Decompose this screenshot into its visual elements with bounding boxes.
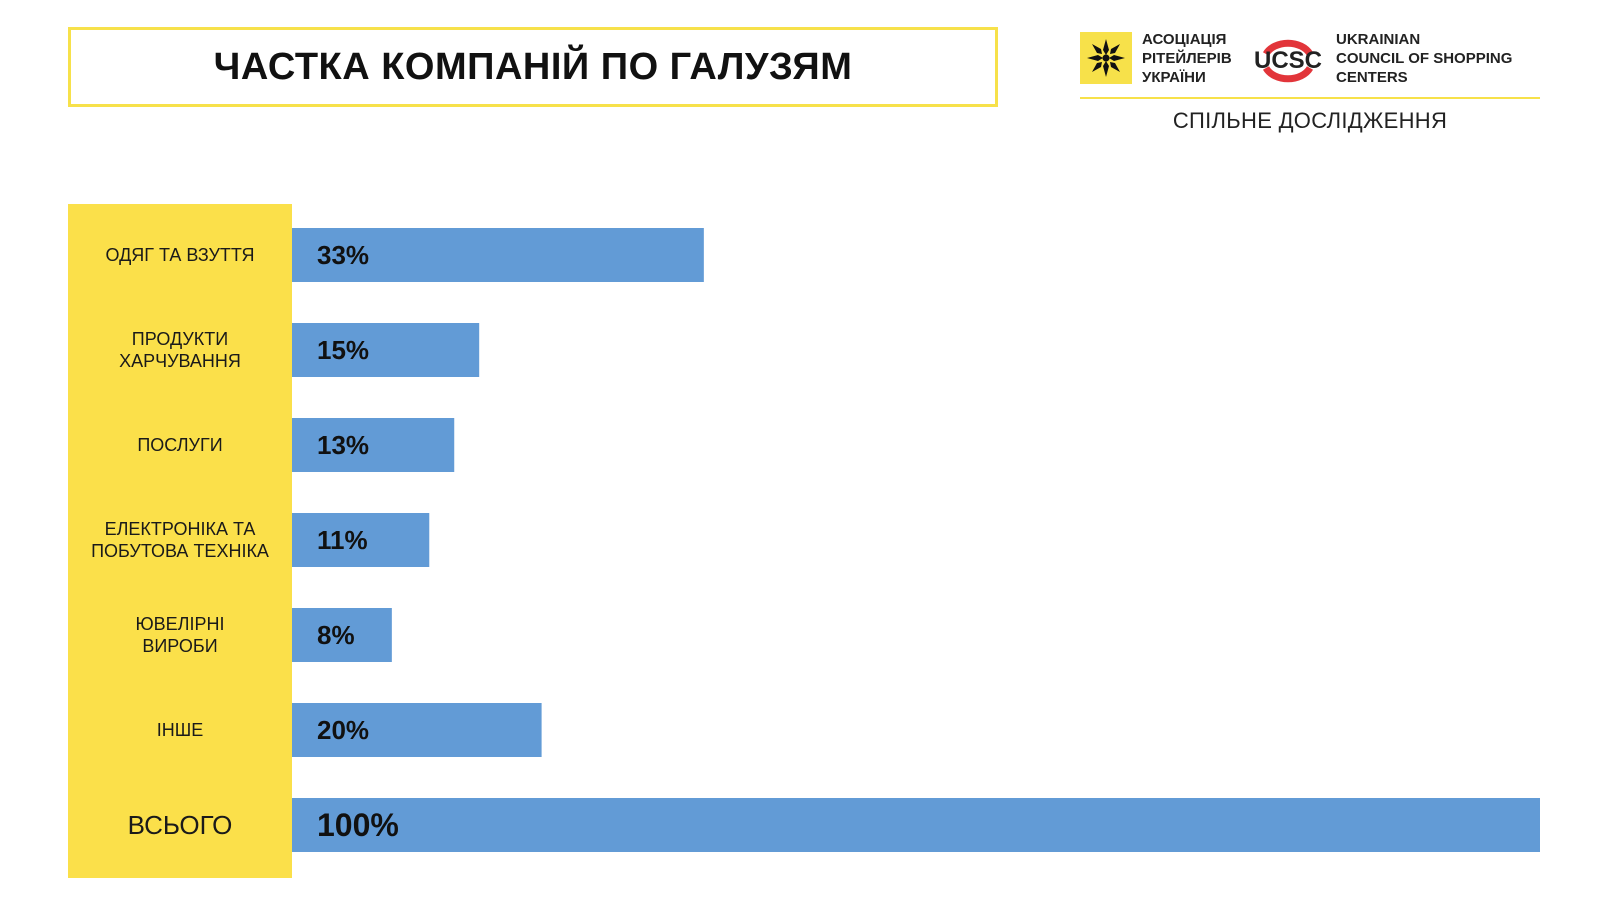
ucsc-logo-line: UKRAINIAN xyxy=(1336,31,1421,48)
bar-value-label: 33% xyxy=(317,240,369,270)
bar-value-label: 11% xyxy=(317,525,368,555)
logo-divider xyxy=(1080,97,1540,99)
bar xyxy=(292,703,542,757)
bar-value-label: 100% xyxy=(317,807,399,843)
star-ornament-icon xyxy=(1080,32,1132,84)
bar-value-label: 8% xyxy=(317,620,355,650)
bar-value-label: 15% xyxy=(317,335,369,365)
arr-logo-text: АСОЦІАЦІЯ РІТЕЙЛЕРІВ УКРАЇНИ xyxy=(1142,30,1232,87)
ucsc-logo-mark: UCSC xyxy=(1254,47,1322,74)
bar xyxy=(292,798,1540,852)
star-ornament-svg xyxy=(1087,39,1125,77)
category-label: ВСЬОГО xyxy=(128,810,233,840)
category-label: ОДЯГ ТА ВЗУТТЯ xyxy=(105,245,254,265)
ucsc-logo-line: COUNCIL OF SHOPPING xyxy=(1336,50,1513,67)
category-label: ВИРОБИ xyxy=(142,636,217,656)
category-label: ПРОДУКТИ xyxy=(132,329,228,349)
category-label: ПОБУТОВА ТЕХНІКА xyxy=(91,541,269,561)
category-label: ІНШЕ xyxy=(157,720,204,740)
bar xyxy=(292,608,392,662)
arr-logo-line: УКРАЇНИ xyxy=(1142,69,1206,86)
page-title: ЧАСТКА КОМПАНІЙ ПО ГАЛУЗЯМ xyxy=(213,45,853,88)
title-box: ЧАСТКА КОМПАНІЙ ПО ГАЛУЗЯМ xyxy=(68,27,998,107)
bar xyxy=(292,513,430,567)
ucsc-logo-icon: UCSC xyxy=(1254,39,1322,83)
ucsc-logo-line: CENTERS xyxy=(1336,69,1408,86)
bar-value-label: 20% xyxy=(317,715,369,745)
category-label: ХАРЧУВАННЯ xyxy=(119,351,241,371)
arr-logo-line: АСОЦІАЦІЯ xyxy=(1142,31,1227,48)
category-label: ЮВЕЛІРНІ xyxy=(135,614,224,634)
arr-logo-line: РІТЕЙЛЕРІВ xyxy=(1142,50,1232,67)
bar xyxy=(292,418,455,472)
subtitle: СПІЛЬНЕ ДОСЛІДЖЕННЯ xyxy=(1172,108,1448,133)
partner-logos: АСОЦІАЦІЯ РІТЕЙЛЕРІВ УКРАЇНИ UCSC UKRAIN… xyxy=(1080,28,1540,98)
bar xyxy=(292,323,480,377)
bar xyxy=(292,228,704,282)
category-label: ПОСЛУГИ xyxy=(137,435,222,455)
ucsc-logo-text: UKRAINIAN COUNCIL OF SHOPPING CENTERS xyxy=(1336,30,1512,87)
bar-value-label: 13% xyxy=(317,430,369,460)
category-label: ЕЛЕКТРОНІКА ТА xyxy=(105,519,256,539)
category-label-column xyxy=(68,204,292,878)
